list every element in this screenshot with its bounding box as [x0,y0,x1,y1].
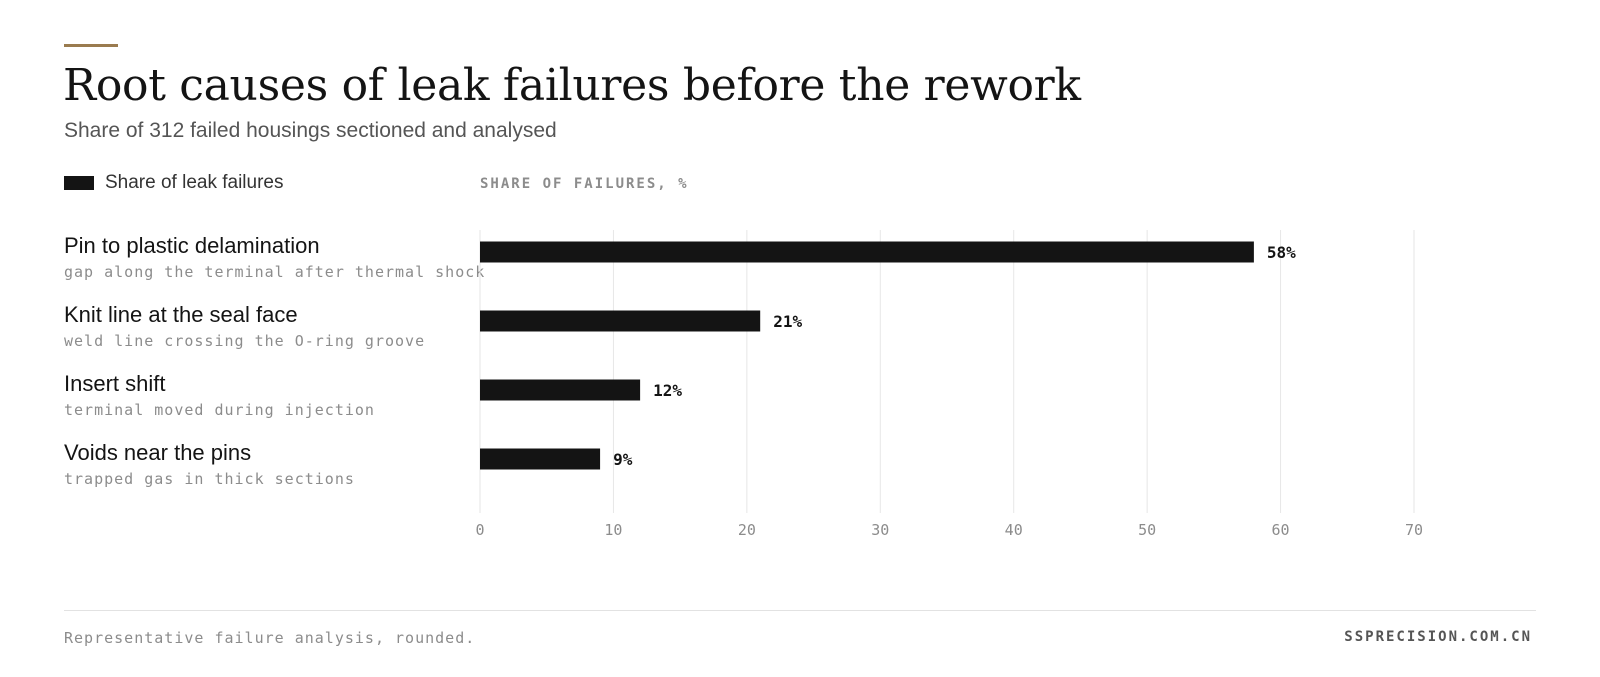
bar-value-label: 12% [653,381,682,400]
x-tick-label: 50 [1138,521,1156,539]
footer-divider [64,610,1536,611]
category-note: trapped gas in thick sections [64,470,355,488]
category-note: terminal moved during injection [64,401,375,419]
x-tick-label: 70 [1405,521,1423,539]
category-knit-line-at-seal-face: Knit line at the seal face weld line cro… [64,302,425,351]
bar [480,241,1254,263]
category-pin-to-plastic-delamination: Pin to plastic delamination gap along th… [64,233,485,282]
chart-subtitle: Share of 312 failed housings sectioned a… [64,119,557,142]
chart-title: Root causes of leak failures before the … [63,60,1081,111]
footnote: Representative failure analysis, rounded… [64,629,476,647]
legend: Share of leak failures [64,172,284,194]
bar-value-label: 21% [773,312,802,331]
category-label: Knit line at the seal face [64,302,298,327]
category-voids-near-the-pins: Voids near the pins trapped gas in thick… [64,440,355,489]
x-tick-label: 20 [738,521,756,539]
category-label: Pin to plastic delamination [64,233,320,258]
category-insert-shift: Insert shift terminal moved during injec… [64,371,375,420]
legend-swatch [64,176,94,190]
bar [480,310,761,332]
x-tick-label: 30 [871,521,889,539]
category-label: Insert shift [64,371,166,396]
bar-value-label: 58% [1267,243,1296,262]
bar-value-label: 9% [613,450,633,469]
category-note: weld line crossing the O-ring groove [64,332,426,350]
bar-chart: 0 10 20 30 40 50 60 70 58% 21% 12% 9% [475,230,1423,539]
x-tick-label: 0 [475,521,484,539]
accent-rule [64,44,118,47]
legend-label: Share of leak failures [105,172,284,193]
bar [480,379,641,401]
x-axis-title: SHARE OF FAILURES, % [480,176,689,192]
x-tick-label: 10 [604,521,622,539]
category-label: Voids near the pins [64,440,252,465]
x-tick-label: 60 [1272,521,1290,539]
source-label: SSPRECISION.COM.CN [1344,629,1532,645]
category-note: gap along the terminal after thermal sho… [64,263,486,281]
x-tick-label: 40 [1005,521,1023,539]
bar [480,448,601,470]
